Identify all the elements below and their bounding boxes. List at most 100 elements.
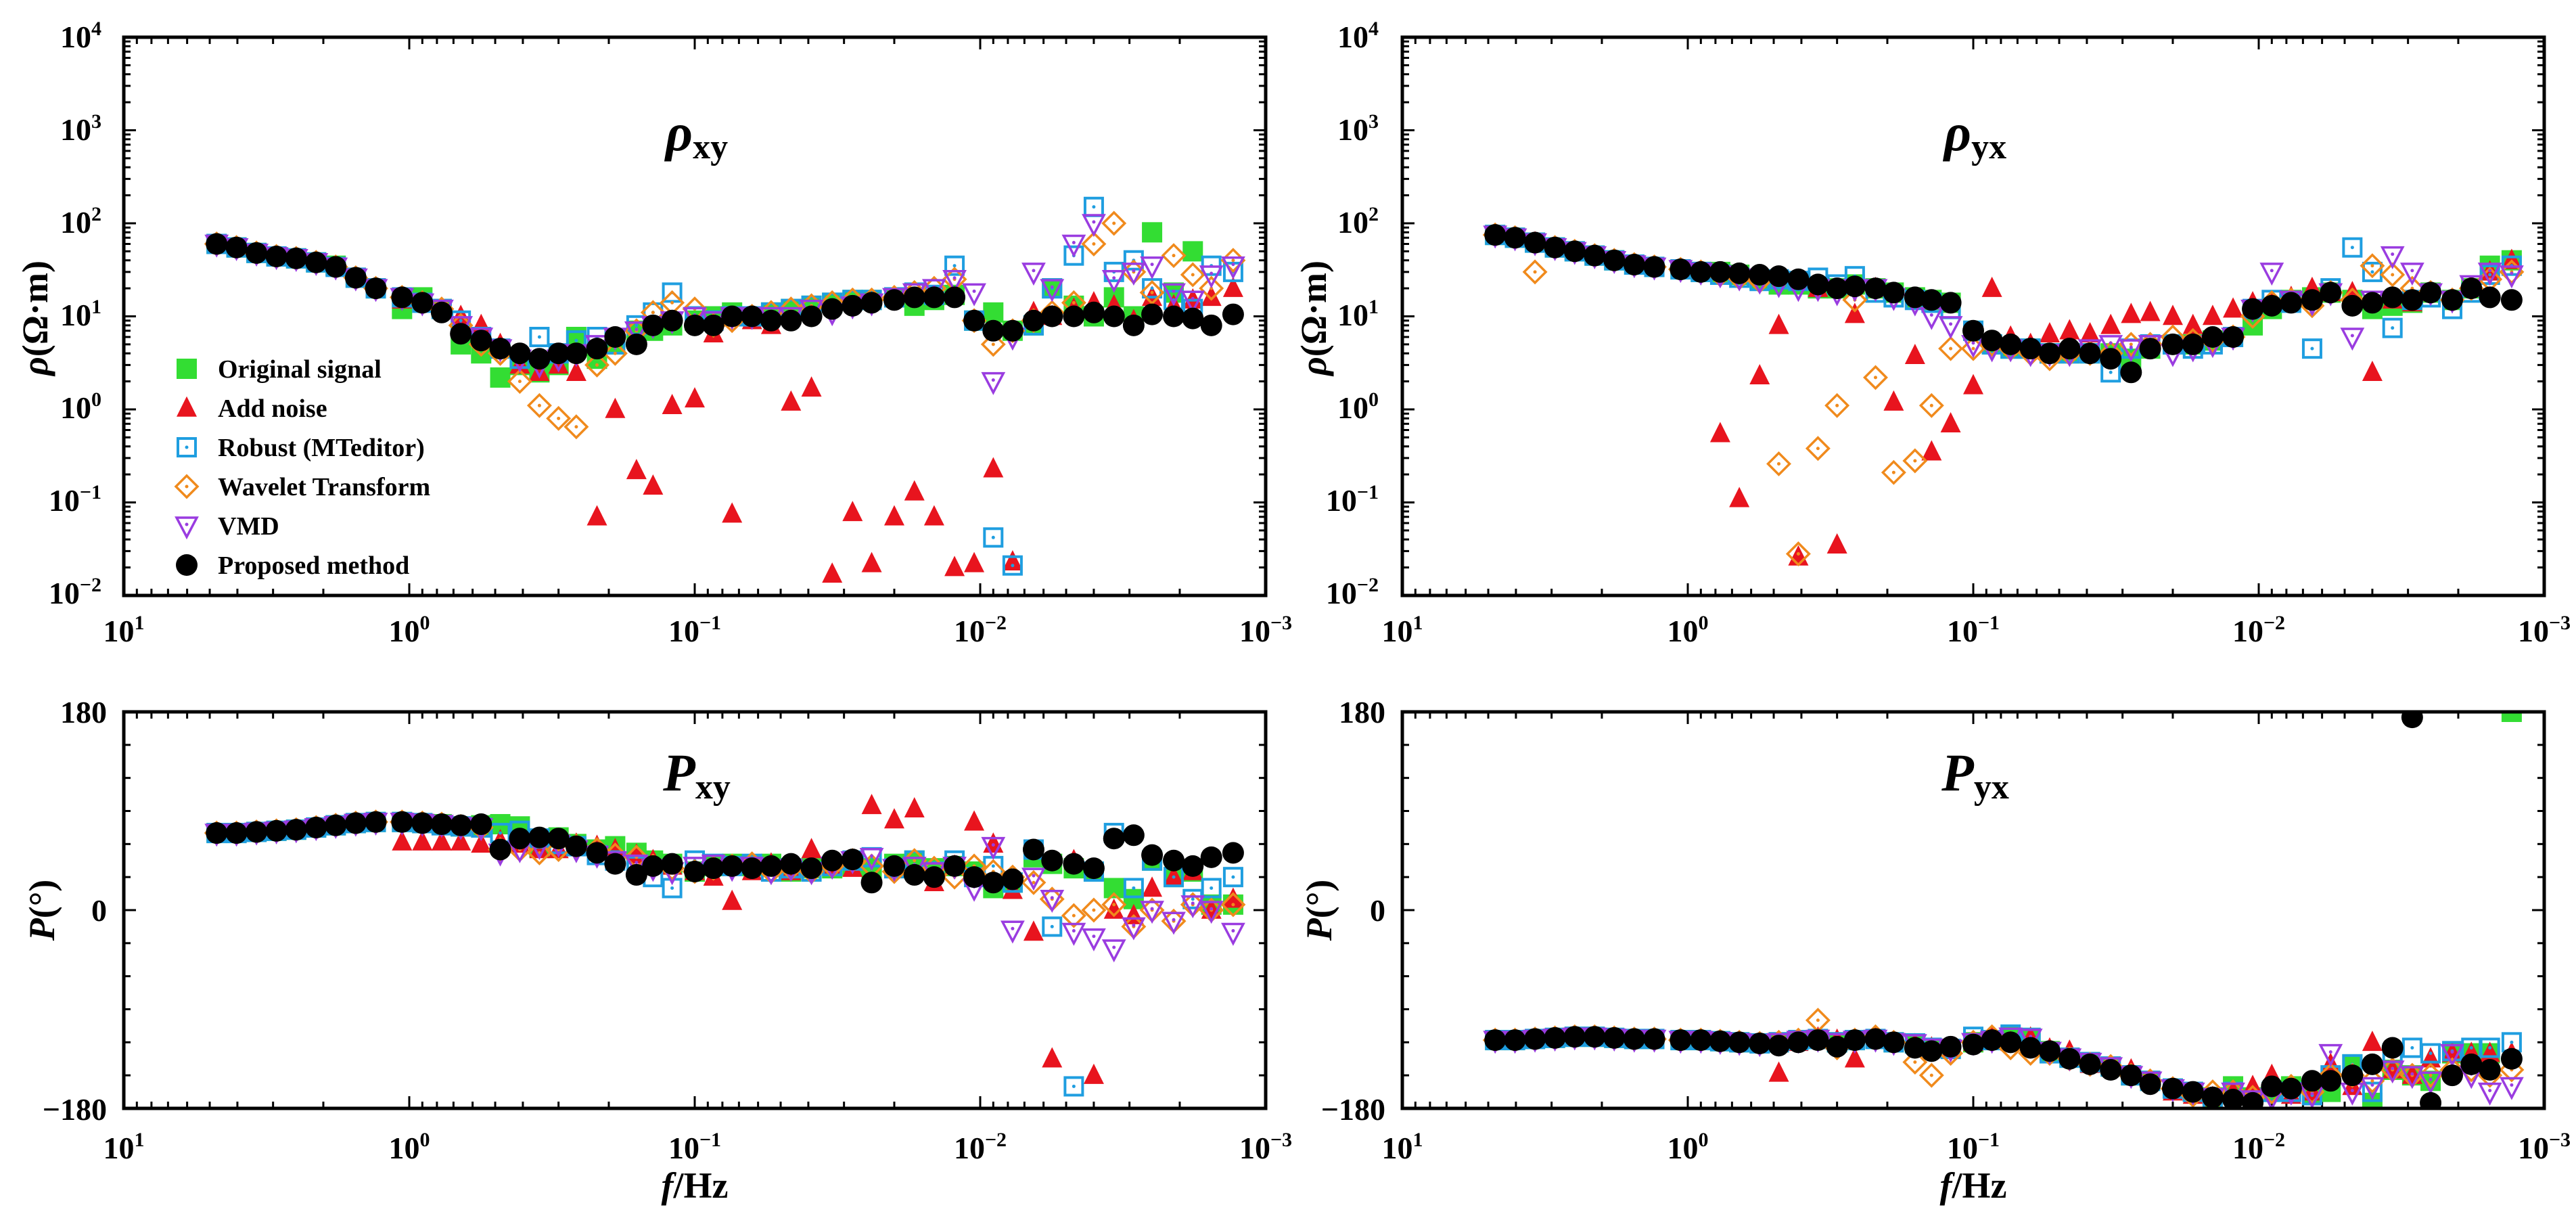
x-tick-labels: 101 100 10−1 10−2 10−3	[1382, 612, 2571, 648]
x-tick-label: 10−3	[2518, 612, 2571, 648]
data-point	[1963, 374, 1983, 394]
data-point	[586, 505, 607, 526]
data-point	[602, 340, 628, 366]
data-point	[903, 286, 925, 309]
x-tick-label: 10−1	[1947, 1129, 2000, 1165]
legend-label: Original signal	[218, 355, 382, 384]
tick-exp: −2	[1357, 574, 1379, 596]
data-point	[964, 551, 985, 572]
data-point	[1182, 307, 1204, 330]
y-tick-label: 10−2	[1326, 574, 1379, 610]
data-point	[2038, 1040, 2061, 1062]
data-point	[605, 397, 626, 418]
data-point	[944, 255, 965, 276]
data-point	[1063, 305, 1085, 328]
data-point	[2360, 253, 2385, 279]
legend-marker	[177, 437, 197, 457]
legend-marker	[177, 359, 197, 379]
y-label-rest: (°)	[1299, 880, 1339, 919]
x-tick-label: 10−2	[2232, 1129, 2285, 1165]
data-point	[2362, 361, 2383, 382]
data-point	[2501, 712, 2522, 722]
data-point	[1904, 286, 1926, 309]
data-point	[661, 309, 683, 332]
tick-base: 10	[2232, 614, 2263, 648]
data-point	[2100, 313, 2121, 334]
tick-base: 10	[104, 614, 135, 648]
data-point	[2500, 289, 2523, 311]
data-point	[1787, 268, 1810, 290]
data-point	[1623, 1028, 1645, 1050]
data-point	[760, 855, 782, 877]
tick-base: 10	[2518, 614, 2549, 648]
data-point	[2401, 289, 2423, 311]
data-point	[722, 502, 743, 523]
data-point	[1843, 1029, 1866, 1052]
data-point	[1729, 487, 1750, 508]
data-point	[923, 286, 945, 309]
data-point	[2420, 1091, 2442, 1108]
data-point	[1221, 256, 1245, 279]
tick-base: 10	[60, 205, 91, 240]
data-point	[1063, 1076, 1084, 1097]
data-point	[1902, 448, 1928, 474]
data-point	[2460, 277, 2483, 300]
data-point	[2223, 297, 2244, 318]
x-axis-label: f/Hz	[662, 1165, 729, 1206]
data-point	[265, 819, 288, 842]
data-point	[529, 361, 550, 382]
data-point	[1101, 892, 1127, 918]
data-point	[1220, 892, 1246, 918]
data-point	[1544, 1027, 1566, 1049]
data-point	[431, 830, 452, 851]
data-point	[2301, 1070, 2323, 1092]
plot-frame	[122, 710, 1268, 1110]
data-point	[702, 857, 724, 880]
data-point	[365, 811, 387, 833]
title-main: ρ	[664, 103, 693, 162]
tick-base: 10	[954, 614, 985, 648]
tick-exp: 4	[91, 18, 101, 40]
data-point	[1222, 867, 1243, 888]
data-point	[2441, 1064, 2464, 1087]
data-point	[1140, 901, 1164, 924]
data-point	[1643, 1028, 1665, 1050]
tick-base: 10	[1337, 20, 1368, 54]
data-point	[643, 474, 664, 495]
data-point	[963, 866, 986, 888]
data-point	[1061, 903, 1086, 928]
series-circle-filled	[1484, 224, 2523, 384]
data-point	[1881, 459, 1906, 485]
y-tick-label: 10−2	[49, 574, 101, 610]
data-point	[1623, 254, 1645, 276]
data-point	[1081, 231, 1107, 256]
x-tick-label: 10−2	[954, 612, 1007, 648]
data-point	[1962, 1033, 1984, 1056]
data-point	[528, 826, 551, 849]
data-point	[2477, 1082, 2502, 1106]
data-point	[1524, 231, 1546, 254]
plot-frame	[1400, 35, 2546, 597]
data-point	[2000, 333, 2022, 355]
data-point	[1766, 451, 1791, 476]
data-point	[1101, 270, 1126, 294]
data-point	[1180, 262, 1205, 288]
tick-exp: 2	[1368, 203, 1379, 225]
data-point	[2000, 1031, 2022, 1054]
data-point	[2382, 317, 2403, 338]
data-point	[1807, 273, 1829, 296]
data-point	[1161, 243, 1187, 269]
data-point	[2242, 1075, 2263, 1096]
data-point	[1709, 1030, 1731, 1052]
title-sub: xy	[693, 128, 728, 166]
legend-label: VMD	[218, 512, 279, 541]
data-point	[1670, 258, 1692, 281]
data-point	[2222, 1088, 2245, 1108]
series-triangle-down-open-dot	[204, 813, 1245, 963]
y-axis-label: ρ(Ω·m)	[15, 261, 55, 377]
tick-exp: 0	[420, 612, 430, 634]
data-point	[2139, 1073, 2161, 1096]
x-tick-label: 10−1	[668, 612, 721, 648]
data-point	[285, 247, 307, 269]
